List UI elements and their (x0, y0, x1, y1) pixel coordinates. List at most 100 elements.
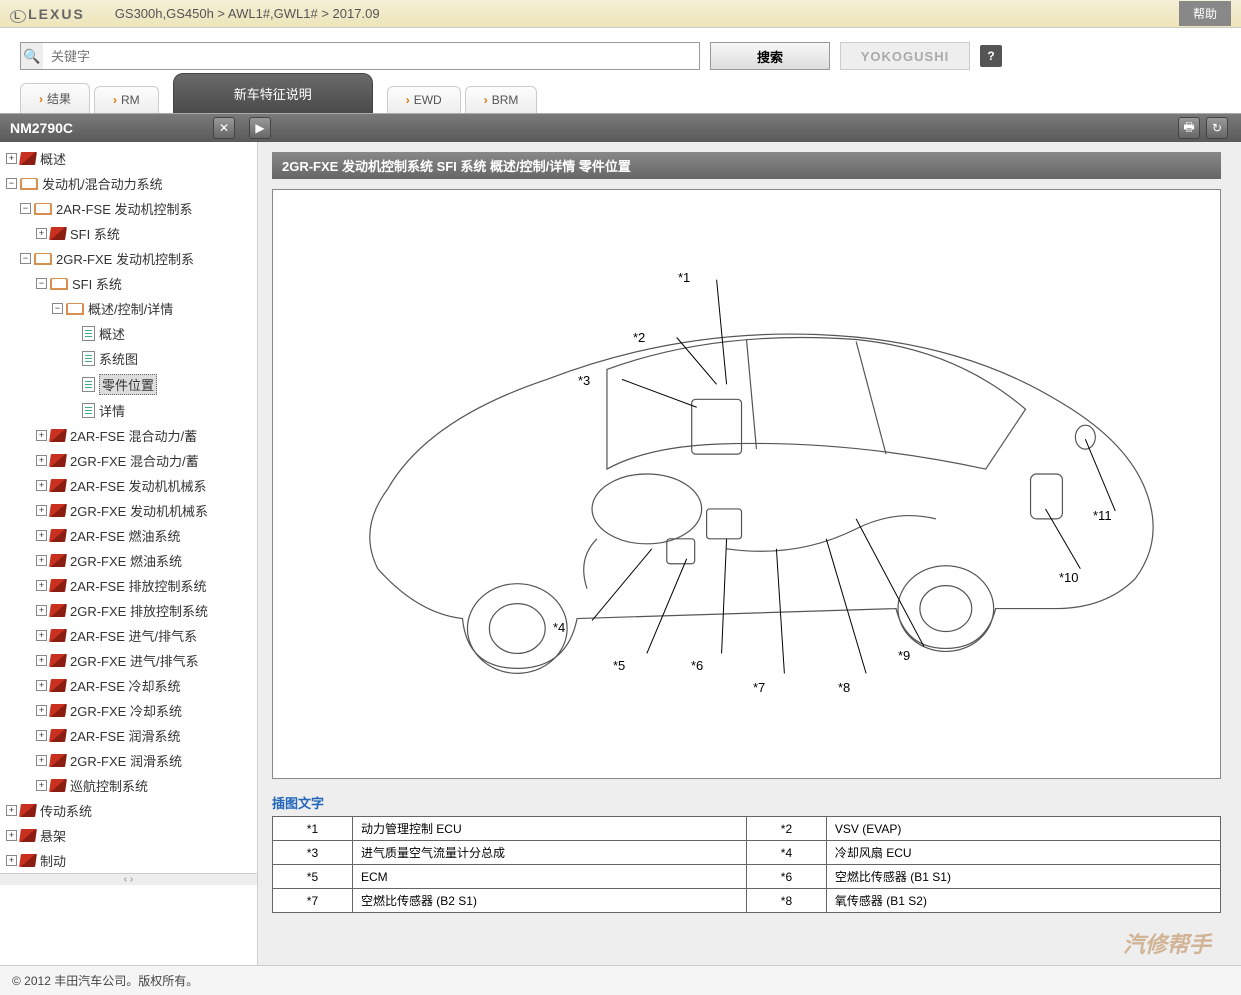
tab-result[interactable]: ›结果 (20, 83, 90, 113)
parts-diagram: *1*2*3*4*5*6*7*8*9*10*11 (272, 189, 1221, 779)
search-icon: 🔍 (21, 43, 43, 69)
print-button[interactable]: 🖶 (1178, 117, 1200, 139)
tree-node[interactable]: +2GR-FXE 混合动力/蓄 (0, 448, 257, 473)
yokogushi-button[interactable]: YOKOGUSHI (840, 42, 970, 70)
expander-icon[interactable]: + (6, 855, 17, 866)
document-icon (82, 326, 95, 341)
tree-node[interactable]: +2GR-FXE 冷却系统 (0, 698, 257, 723)
expander-icon[interactable]: + (36, 505, 47, 516)
tree-node[interactable]: 详情 (0, 398, 257, 423)
expander-icon[interactable]: + (36, 730, 47, 741)
chevron-icon: › (484, 93, 488, 107)
tree-node[interactable]: −概述/控制/详情 (0, 296, 257, 321)
expander-icon[interactable]: − (20, 203, 31, 214)
tree-label: SFI 系统 (72, 274, 122, 293)
expander-icon[interactable]: − (20, 253, 31, 264)
tree-node[interactable]: +概述 (0, 146, 257, 171)
book-closed-icon (49, 629, 67, 642)
main-area: +概述−发动机/混合动力系统−2AR-FSE 发动机控制系+SFI 系统−2GR… (0, 142, 1241, 976)
tree-node[interactable]: +2AR-FSE 排放控制系统 (0, 573, 257, 598)
content-pane[interactable]: 2GR-FXE 发动机控制系统 SFI 系统 概述/控制/详情 零件位置 (258, 142, 1241, 976)
table-title: 插图文字 (272, 793, 1221, 812)
expander-icon[interactable]: + (6, 830, 17, 841)
expander-icon[interactable]: + (36, 780, 47, 791)
close-button[interactable]: ✕ (213, 117, 235, 139)
tree-node[interactable]: 系统图 (0, 346, 257, 371)
tree-node[interactable]: +悬架 (0, 823, 257, 848)
tab-ewd[interactable]: ›EWD (387, 86, 461, 113)
search-button[interactable]: 搜索 (710, 42, 830, 70)
tree-label: 2GR-FXE 进气/排气系 (70, 651, 199, 670)
help-button[interactable]: 帮助 (1179, 1, 1231, 26)
tree-node[interactable]: +2GR-FXE 排放控制系统 (0, 598, 257, 623)
tree-label: 传动系统 (40, 801, 92, 820)
tree-node[interactable]: +2GR-FXE 燃油系统 (0, 548, 257, 573)
tree-node[interactable]: +2AR-FSE 进气/排气系 (0, 623, 257, 648)
expander-icon[interactable]: + (36, 680, 47, 691)
tree-node[interactable]: +2GR-FXE 润滑系统 (0, 748, 257, 773)
tree-label: 2GR-FXE 混合动力/蓄 (70, 451, 199, 470)
tab-rm[interactable]: ›RM (94, 86, 159, 113)
tree-label: SFI 系统 (70, 224, 120, 243)
tree-node[interactable]: +2AR-FSE 润滑系统 (0, 723, 257, 748)
expander-icon[interactable]: + (6, 153, 17, 164)
expander-icon[interactable]: − (52, 303, 63, 314)
tree-node[interactable]: +2AR-FSE 混合动力/蓄 (0, 423, 257, 448)
navigation-tree[interactable]: +概述−发动机/混合动力系统−2AR-FSE 发动机控制系+SFI 系统−2GR… (0, 142, 258, 976)
tab-active[interactable]: 新车特征说明 (173, 73, 373, 113)
tree-node[interactable]: − SFI 系统 (0, 271, 257, 296)
tree-node[interactable]: − 2GR-FXE 发动机控制系 (0, 246, 257, 271)
tree-label: 2AR-FSE 润滑系统 (70, 726, 181, 745)
tree-node[interactable]: 零件位置 (0, 371, 257, 398)
tree-node[interactable]: −发动机/混合动力系统 (0, 171, 257, 196)
expander-icon[interactable]: + (36, 455, 47, 466)
book-closed-icon (19, 804, 37, 817)
play-button[interactable]: ▶ (249, 117, 271, 139)
tree-node[interactable]: +2GR-FXE 发动机机械系 (0, 498, 257, 523)
tree-label: 2AR-FSE 进气/排气系 (70, 626, 197, 645)
expander-icon[interactable]: + (36, 228, 47, 239)
document-icon (82, 403, 95, 418)
chevron-icon: › (406, 93, 410, 107)
expander-icon[interactable]: + (36, 630, 47, 641)
tree-node[interactable]: +2AR-FSE 冷却系统 (0, 673, 257, 698)
expander-icon[interactable]: + (36, 705, 47, 716)
document-icon (82, 377, 95, 392)
content-title: 2GR-FXE 发动机控制系统 SFI 系统 概述/控制/详情 零件位置 (272, 152, 1221, 179)
tree-label: 制动 (40, 851, 66, 870)
callout-label: *4 (553, 620, 565, 635)
callout-label: *3 (578, 373, 590, 388)
book-closed-icon (19, 152, 37, 165)
refresh-button[interactable]: ↻ (1206, 117, 1228, 139)
tree-label: 2AR-FSE 燃油系统 (70, 526, 181, 545)
expander-icon[interactable]: + (36, 480, 47, 491)
expander-icon[interactable]: − (36, 278, 47, 289)
help-icon[interactable]: ? (980, 45, 1002, 67)
callout-label: *11 (1093, 508, 1112, 523)
tree-node[interactable]: +巡航控制系统 (0, 773, 257, 798)
expander-icon[interactable]: + (36, 755, 47, 766)
table-row: *7空燃比传感器 (B2 S1)*8氧传感器 (B1 S2) (273, 889, 1221, 913)
expander-icon[interactable]: − (6, 178, 17, 189)
expander-icon[interactable]: + (36, 605, 47, 616)
breadcrumb: GS300h,GS450h > AWL1#,GWL1# > 2017.09 (115, 6, 1179, 21)
brand-logo: LLEXUS (10, 6, 85, 22)
expander-icon[interactable]: + (36, 655, 47, 666)
tree-node[interactable]: + 制动 (0, 848, 257, 873)
tree-label: 2GR-FXE 发动机控制系 (56, 249, 194, 268)
expander-icon[interactable]: + (36, 555, 47, 566)
search-input[interactable] (43, 43, 699, 69)
expander-icon[interactable]: + (36, 430, 47, 441)
tree-node[interactable]: +2GR-FXE 进气/排气系 (0, 648, 257, 673)
tree-node[interactable]: 概述 (0, 321, 257, 346)
tree-node[interactable]: −2AR-FSE 发动机控制系 (0, 196, 257, 221)
document-id: NM2790C (10, 120, 210, 136)
tree-node[interactable]: +2AR-FSE 发动机机械系 (0, 473, 257, 498)
tree-node[interactable]: +2AR-FSE 燃油系统 (0, 523, 257, 548)
tree-node[interactable]: + SFI 系统 (0, 221, 257, 246)
expander-icon[interactable]: + (6, 805, 17, 816)
expander-icon[interactable]: + (36, 580, 47, 591)
tab-brm[interactable]: ›BRM (465, 86, 538, 113)
expander-icon[interactable]: + (36, 530, 47, 541)
tree-node[interactable]: + 传动系统 (0, 798, 257, 823)
